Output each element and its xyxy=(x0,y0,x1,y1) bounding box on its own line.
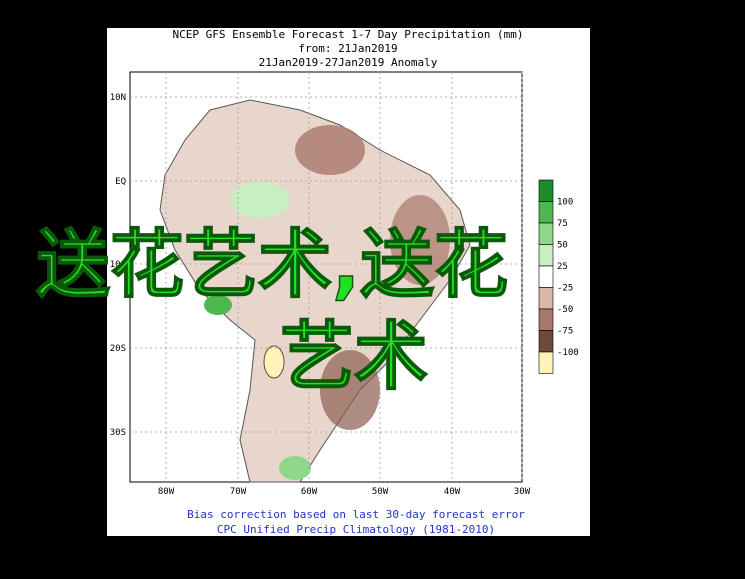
lon-label: 30W xyxy=(514,487,531,497)
map xyxy=(159,99,471,483)
legend-swatch xyxy=(538,222,554,245)
legend-swatch xyxy=(538,287,554,310)
lat-label: EQ xyxy=(115,177,126,187)
legend-swatch xyxy=(538,179,554,202)
lat-label: 10S xyxy=(110,260,126,270)
lat-label: 30S xyxy=(110,428,126,438)
footer: CPC Unified Precip Climatology (1981-201… xyxy=(217,523,495,536)
lon-label: 50W xyxy=(372,487,389,497)
legend-label: -25 xyxy=(557,284,573,294)
period: 21Jan2019-27Jan2019 Anomaly xyxy=(259,56,438,69)
lon-label: 60W xyxy=(301,487,318,497)
legend-label: 50 xyxy=(557,241,568,251)
legend-swatch xyxy=(538,265,554,288)
lon-label: 70W xyxy=(230,487,247,497)
subtitle: from: 21Jan2019 xyxy=(298,42,397,55)
legend-swatch xyxy=(538,244,554,267)
anomaly-area xyxy=(204,295,232,315)
overlay-text: 送花艺术,送花 xyxy=(36,222,508,308)
lon-label: 40W xyxy=(444,487,461,497)
anomaly-area xyxy=(320,350,380,430)
legend-label: -75 xyxy=(557,327,573,337)
lon-label: 80W xyxy=(158,487,175,497)
anomaly-area xyxy=(230,182,290,218)
anomaly-area xyxy=(263,345,285,379)
anomaly-area xyxy=(279,456,311,480)
legend-swatch xyxy=(538,330,554,353)
legend-swatch xyxy=(538,308,554,331)
legend-label: -50 xyxy=(557,305,573,315)
footer: Bias correction based on last 30-day for… xyxy=(187,508,525,521)
legend-swatch xyxy=(538,351,554,374)
legend-label: -100 xyxy=(557,348,579,358)
legend-label: 25 xyxy=(557,262,568,272)
legend-label: 75 xyxy=(557,219,568,229)
lat-label: 20S xyxy=(110,344,126,354)
anomaly-area xyxy=(390,195,450,285)
legend-label: 100 xyxy=(557,198,573,208)
grid xyxy=(130,72,523,482)
title: NCEP GFS Ensemble Forecast 1-7 Day Preci… xyxy=(173,28,524,41)
legend-swatch xyxy=(538,201,554,224)
overlay-text: 艺术 xyxy=(280,314,428,400)
anomaly-area xyxy=(295,125,365,175)
lat-label: 10N xyxy=(110,93,126,103)
